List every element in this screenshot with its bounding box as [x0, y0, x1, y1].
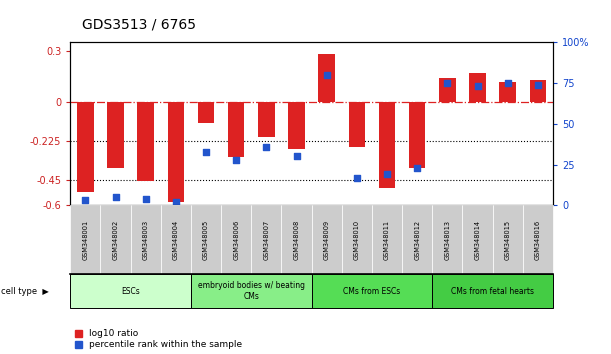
- Text: GSM348010: GSM348010: [354, 220, 360, 260]
- Bar: [288, 102, 305, 149]
- Text: GSM348006: GSM348006: [233, 220, 239, 260]
- Bar: [137, 102, 154, 181]
- Bar: [439, 79, 456, 102]
- Bar: [107, 102, 124, 167]
- Text: embryoid bodies w/ beating
CMs: embryoid bodies w/ beating CMs: [198, 281, 305, 301]
- Text: GSM348003: GSM348003: [143, 220, 148, 260]
- Text: GSM348008: GSM348008: [293, 220, 299, 260]
- Point: [533, 82, 543, 88]
- Point: [382, 172, 392, 177]
- Point: [201, 149, 211, 154]
- Bar: [198, 102, 214, 123]
- Text: GSM348007: GSM348007: [263, 220, 269, 260]
- Text: GDS3513 / 6765: GDS3513 / 6765: [82, 18, 197, 32]
- Text: ESCs: ESCs: [121, 287, 140, 296]
- Bar: [379, 102, 395, 188]
- Point: [291, 154, 301, 159]
- Point: [141, 196, 150, 202]
- Point: [111, 194, 120, 200]
- Bar: [77, 102, 93, 192]
- Text: GSM348016: GSM348016: [535, 220, 541, 260]
- Text: CMs from ESCs: CMs from ESCs: [343, 287, 401, 296]
- Legend: log10 ratio, percentile rank within the sample: log10 ratio, percentile rank within the …: [75, 329, 243, 349]
- Text: CMs from fetal hearts: CMs from fetal hearts: [451, 287, 534, 296]
- Bar: [409, 102, 425, 167]
- Text: cell type  ▶: cell type ▶: [1, 287, 48, 296]
- Text: GSM348015: GSM348015: [505, 220, 511, 260]
- Bar: [167, 102, 184, 202]
- Text: GSM348012: GSM348012: [414, 220, 420, 260]
- Bar: [228, 102, 244, 157]
- Point: [232, 157, 241, 162]
- Bar: [348, 102, 365, 147]
- Bar: [258, 102, 275, 137]
- Text: GSM348001: GSM348001: [82, 220, 89, 260]
- Text: GSM348004: GSM348004: [173, 220, 179, 260]
- Bar: [318, 53, 335, 102]
- Point: [171, 199, 181, 205]
- Text: GSM348009: GSM348009: [324, 220, 330, 260]
- Text: GSM348002: GSM348002: [112, 220, 119, 260]
- Point: [352, 175, 362, 181]
- Text: GSM348014: GSM348014: [475, 220, 480, 260]
- Point: [412, 165, 422, 171]
- Text: GSM348011: GSM348011: [384, 220, 390, 260]
- Text: GSM348013: GSM348013: [444, 220, 450, 260]
- Bar: [469, 73, 486, 102]
- Point: [442, 80, 452, 86]
- Point: [81, 198, 90, 203]
- Bar: [530, 80, 546, 102]
- Point: [473, 84, 483, 89]
- Text: GSM348005: GSM348005: [203, 220, 209, 260]
- Point: [322, 72, 332, 78]
- Point: [262, 144, 271, 149]
- Bar: [499, 82, 516, 102]
- Point: [503, 80, 513, 86]
